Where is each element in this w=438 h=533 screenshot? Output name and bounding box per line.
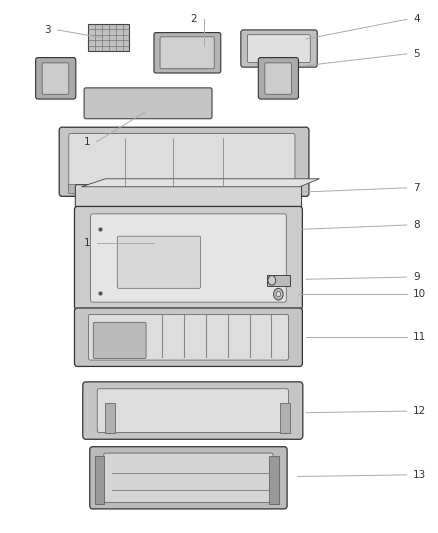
- Text: 12: 12: [413, 406, 427, 416]
- Bar: [267, 275, 290, 286]
- Circle shape: [268, 276, 276, 285]
- Text: 11: 11: [413, 332, 427, 342]
- Text: 4: 4: [413, 14, 420, 25]
- FancyBboxPatch shape: [75, 184, 301, 210]
- FancyBboxPatch shape: [35, 58, 76, 99]
- FancyBboxPatch shape: [90, 447, 287, 509]
- FancyBboxPatch shape: [247, 35, 310, 62]
- Bar: [106, 402, 115, 433]
- Text: 9: 9: [413, 272, 420, 282]
- FancyBboxPatch shape: [91, 214, 286, 302]
- FancyBboxPatch shape: [258, 58, 298, 99]
- FancyBboxPatch shape: [265, 63, 291, 94]
- Text: 1: 1: [84, 238, 90, 247]
- Polygon shape: [81, 179, 319, 187]
- FancyBboxPatch shape: [117, 236, 201, 288]
- Text: 3: 3: [44, 25, 51, 35]
- Circle shape: [274, 288, 283, 300]
- FancyBboxPatch shape: [104, 453, 273, 503]
- Text: 7: 7: [413, 183, 420, 193]
- FancyBboxPatch shape: [83, 382, 303, 439]
- FancyBboxPatch shape: [74, 206, 302, 310]
- FancyBboxPatch shape: [42, 63, 69, 94]
- FancyBboxPatch shape: [241, 30, 317, 67]
- FancyBboxPatch shape: [69, 134, 295, 190]
- Bar: [269, 456, 279, 504]
- FancyBboxPatch shape: [88, 314, 288, 360]
- Text: 2: 2: [191, 14, 197, 25]
- Text: 13: 13: [413, 470, 427, 480]
- FancyBboxPatch shape: [74, 308, 302, 367]
- FancyBboxPatch shape: [93, 322, 146, 359]
- FancyBboxPatch shape: [154, 33, 221, 73]
- FancyBboxPatch shape: [59, 127, 309, 196]
- FancyBboxPatch shape: [97, 389, 288, 432]
- Bar: [68, 183, 291, 193]
- Bar: [88, 23, 130, 51]
- FancyBboxPatch shape: [84, 88, 212, 119]
- Text: 10: 10: [413, 289, 427, 299]
- Bar: [280, 402, 290, 433]
- Circle shape: [276, 292, 281, 297]
- Text: 8: 8: [413, 220, 420, 230]
- Bar: [95, 456, 104, 504]
- Text: 1: 1: [84, 136, 90, 147]
- FancyBboxPatch shape: [160, 37, 214, 69]
- Text: 5: 5: [413, 49, 420, 59]
